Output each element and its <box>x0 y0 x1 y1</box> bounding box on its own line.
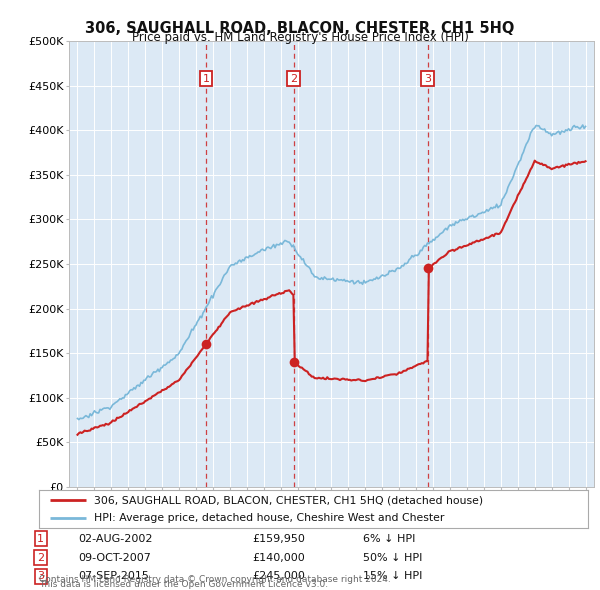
Text: £245,000: £245,000 <box>252 572 305 581</box>
Text: Price paid vs. HM Land Registry's House Price Index (HPI): Price paid vs. HM Land Registry's House … <box>131 31 469 44</box>
Text: 1: 1 <box>202 74 209 84</box>
Text: 2: 2 <box>37 553 44 562</box>
Text: 02-AUG-2002: 02-AUG-2002 <box>78 534 152 543</box>
Text: 07-SEP-2015: 07-SEP-2015 <box>78 572 149 581</box>
Text: 6% ↓ HPI: 6% ↓ HPI <box>363 534 415 543</box>
Text: 15% ↓ HPI: 15% ↓ HPI <box>363 572 422 581</box>
Text: HPI: Average price, detached house, Cheshire West and Chester: HPI: Average price, detached house, Ches… <box>94 513 444 523</box>
Text: 3: 3 <box>37 572 44 581</box>
Text: 2: 2 <box>290 74 297 84</box>
Text: 09-OCT-2007: 09-OCT-2007 <box>78 553 151 562</box>
Text: £140,000: £140,000 <box>252 553 305 562</box>
Text: 50% ↓ HPI: 50% ↓ HPI <box>363 553 422 562</box>
Text: This data is licensed under the Open Government Licence v3.0.: This data is licensed under the Open Gov… <box>39 581 328 589</box>
Text: 306, SAUGHALL ROAD, BLACON, CHESTER, CH1 5HQ: 306, SAUGHALL ROAD, BLACON, CHESTER, CH1… <box>85 21 515 35</box>
Text: 3: 3 <box>424 74 431 84</box>
Text: Contains HM Land Registry data © Crown copyright and database right 2024.: Contains HM Land Registry data © Crown c… <box>39 575 391 584</box>
Text: 1: 1 <box>37 534 44 543</box>
Text: £159,950: £159,950 <box>252 534 305 543</box>
Text: 306, SAUGHALL ROAD, BLACON, CHESTER, CH1 5HQ (detached house): 306, SAUGHALL ROAD, BLACON, CHESTER, CH1… <box>94 495 483 505</box>
